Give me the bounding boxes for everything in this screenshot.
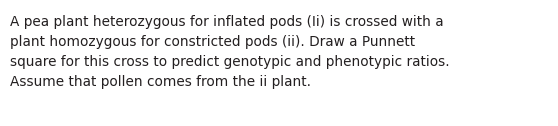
Text: A pea plant heterozygous for inflated pods (Ii) is crossed with a
plant homozygo: A pea plant heterozygous for inflated po… <box>10 15 450 89</box>
